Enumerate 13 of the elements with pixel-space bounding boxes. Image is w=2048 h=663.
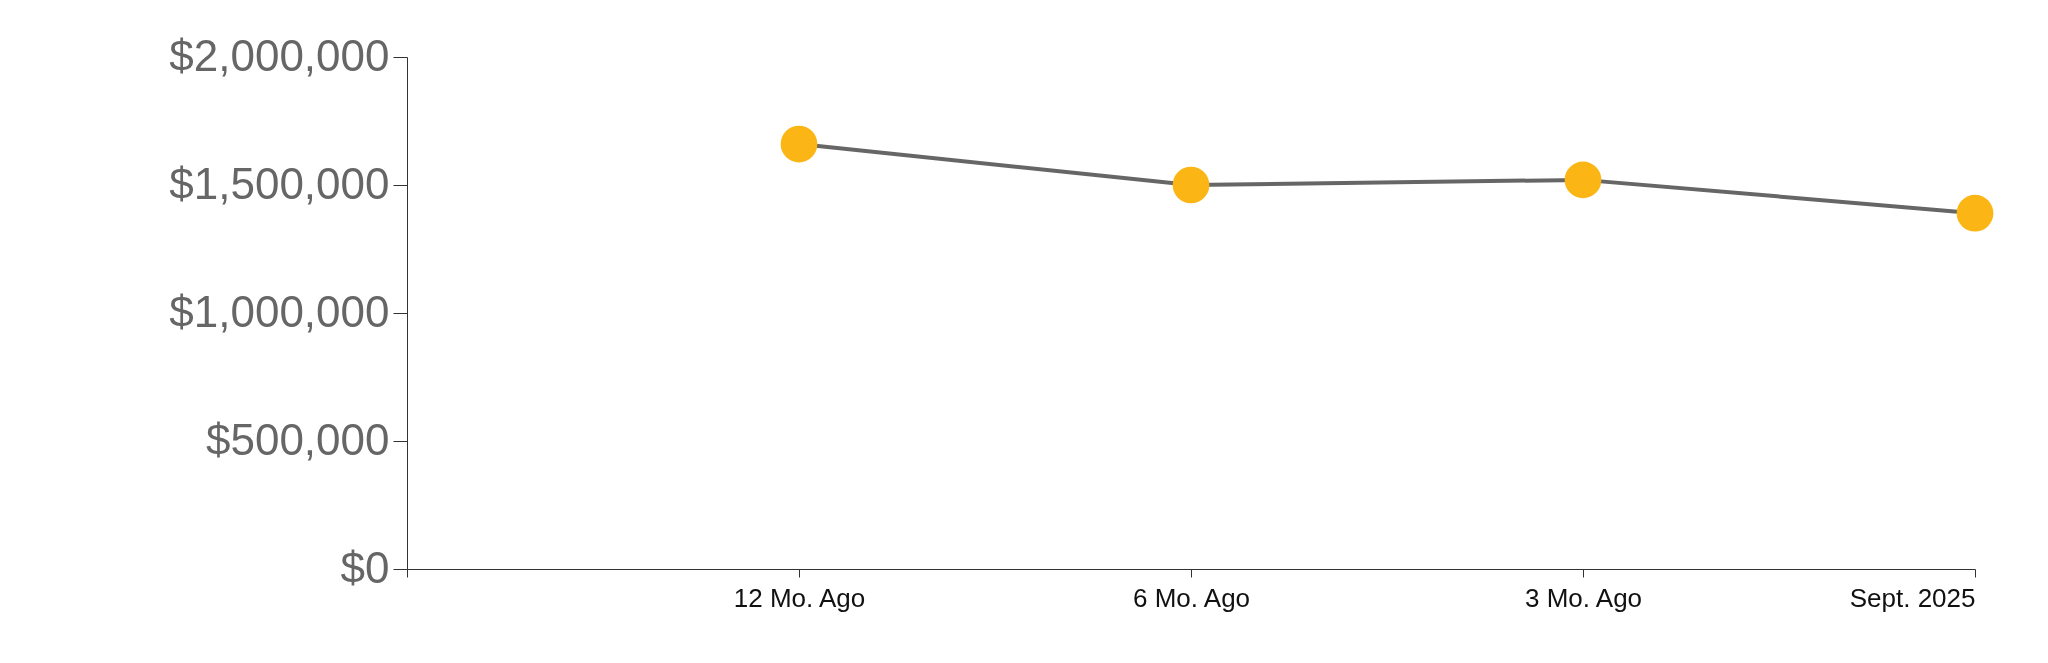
point <box>1172 166 1210 204</box>
x-tick-label: 3 Mo. Ago <box>1524 582 1643 613</box>
y-tick-label: $1,000,000 <box>169 286 390 336</box>
point <box>1564 161 1602 199</box>
x-tick-label: 12 Mo. Ago <box>733 582 866 613</box>
x-tick-label: Sept. 2025 <box>1849 582 1976 613</box>
x-tick-label: 6 Mo. Ago <box>1132 582 1251 613</box>
y-tick-label: $1,500,000 <box>169 158 390 208</box>
y-tick-label: $2,000,000 <box>169 30 390 80</box>
y-tick-label: $500,000 <box>205 414 390 464</box>
point <box>780 125 818 163</box>
y-tick-label: $0 <box>340 542 390 592</box>
point <box>1956 194 1994 232</box>
